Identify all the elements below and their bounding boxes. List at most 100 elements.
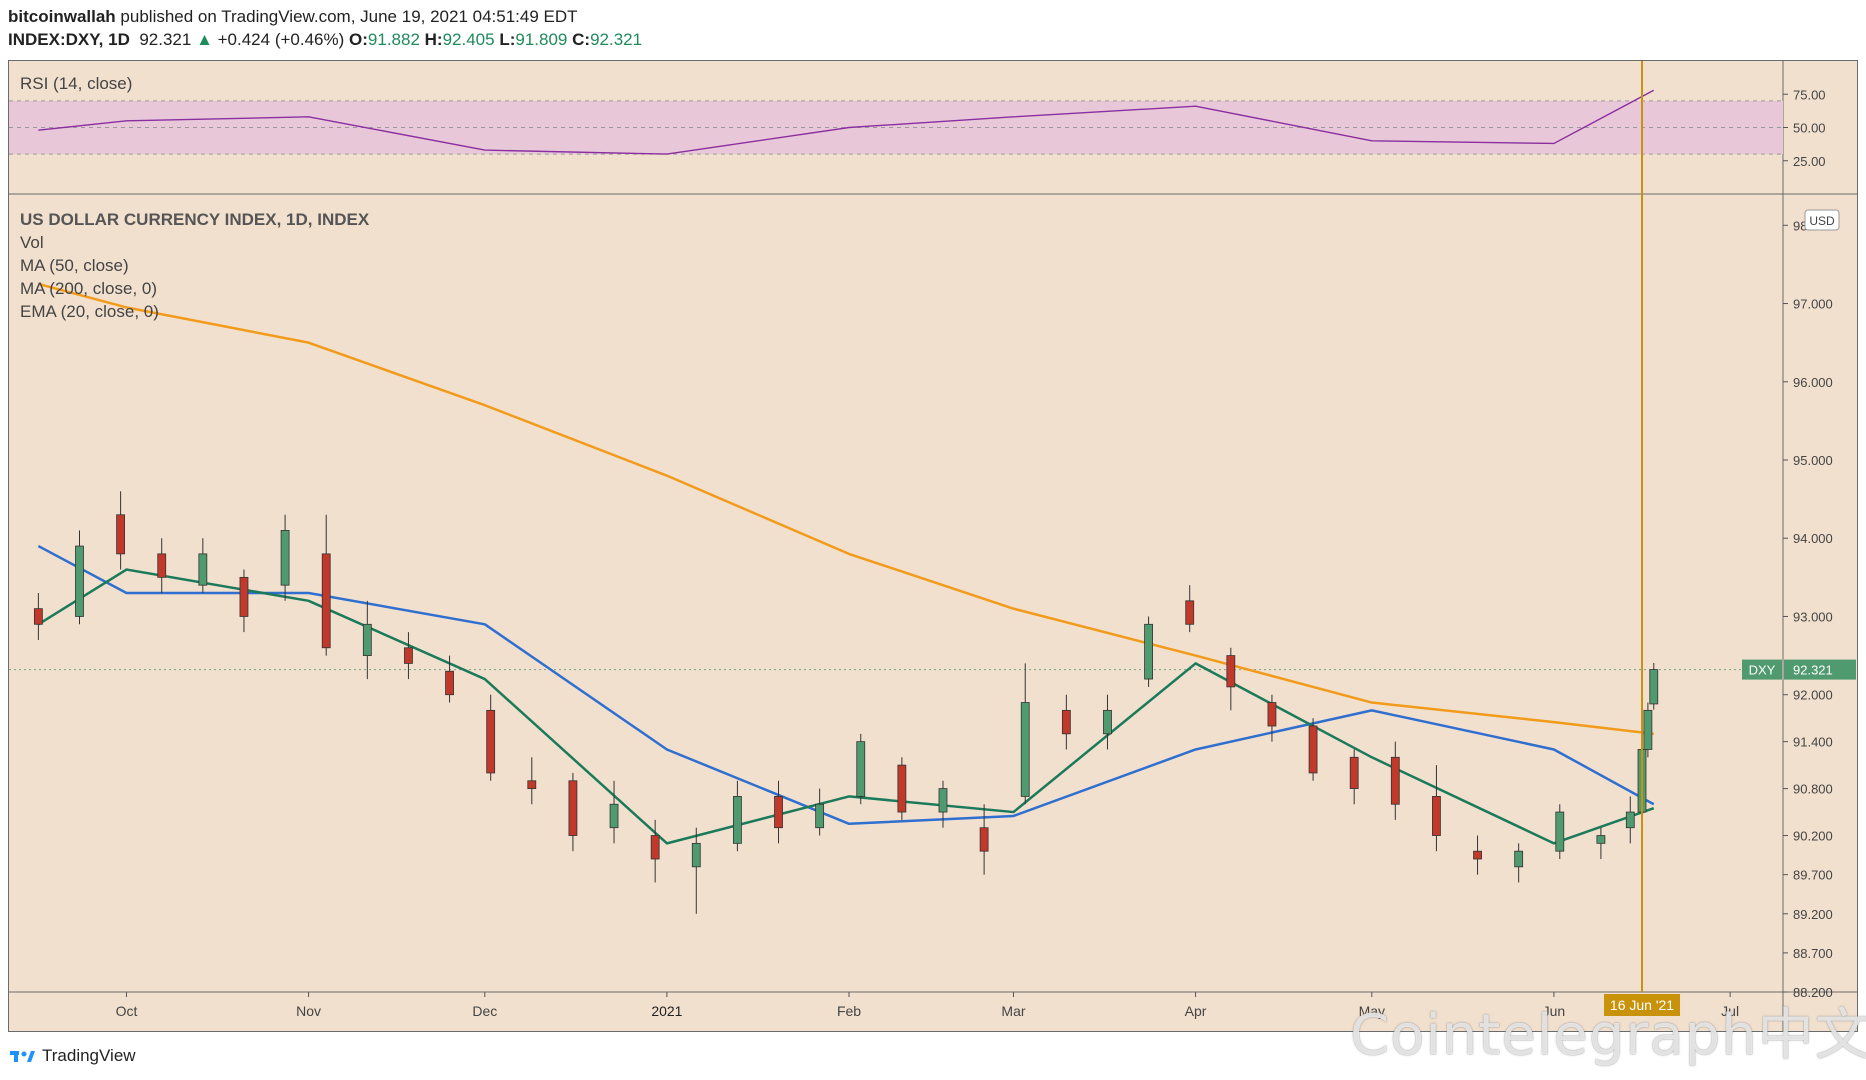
ohlc-close: 92.321	[590, 30, 643, 49]
ohlc-high: 92.405	[442, 30, 495, 49]
ma200-line	[38, 282, 1654, 736]
time-tick-label: Mar	[1001, 1003, 1025, 1019]
plot-background	[9, 61, 1783, 992]
candle-body	[609, 803, 619, 829]
candle-body	[404, 647, 413, 664]
candle-body	[362, 623, 372, 656]
candle-body	[979, 827, 989, 852]
symbol-label: INDEX:DXY, 1D	[8, 30, 130, 49]
candle-body	[198, 553, 208, 586]
legend-ema20: EMA (20, close, 0)	[20, 302, 159, 321]
candle-body	[1643, 709, 1653, 750]
price-tick-label: 96.000	[1793, 375, 1833, 390]
candle-body	[1061, 709, 1071, 735]
time-tick-label: Oct	[116, 1003, 138, 1019]
ohlc-low: 91.809	[515, 30, 568, 49]
candle-body	[1226, 655, 1236, 688]
ohlc-low-label: L:	[499, 30, 516, 49]
candle-body	[280, 530, 290, 586]
candle-body	[33, 608, 43, 625]
candle-body	[486, 709, 496, 774]
rsi-tick-label: 25.00	[1793, 154, 1826, 169]
candle-body	[1308, 725, 1318, 774]
price-tick-label: 88.200	[1793, 985, 1833, 1000]
tradingview-brand: TradingView	[42, 1046, 136, 1065]
time-tick-label: Jun	[1543, 1003, 1566, 1019]
time-tick-label: Jul	[1721, 1003, 1739, 1019]
candle-body	[568, 780, 578, 836]
ohlc-open: 91.882	[367, 30, 420, 49]
price-tag-symbol-bg	[1742, 659, 1782, 680]
ohlc-high-label: H:	[424, 30, 443, 49]
candle-body	[1473, 850, 1482, 860]
time-tick-label: Apr	[1185, 1003, 1207, 1019]
candle-body	[1185, 600, 1195, 625]
rsi-band	[9, 100, 1783, 155]
candle-body	[1103, 709, 1112, 735]
candle-body	[897, 764, 907, 813]
price-tick-label: 90.200	[1793, 829, 1833, 844]
price-tick-label: 92.000	[1793, 688, 1833, 703]
currency-badge	[1804, 209, 1840, 231]
tradingview-footer[interactable]: TradingView	[10, 1046, 136, 1066]
candle-body	[157, 553, 167, 578]
price-tick-label: 90.800	[1793, 782, 1833, 797]
candle-body	[938, 788, 948, 813]
candle-body	[75, 545, 84, 617]
legend-vol: Vol	[20, 233, 44, 252]
price-tag-symbol: DXY	[1749, 663, 1776, 678]
price-tick-label: 88.700	[1793, 946, 1833, 961]
crosshair-date-label: 16 Jun '21	[1610, 997, 1674, 1013]
time-tick-label: 2021	[651, 1003, 682, 1019]
rsi-legend: RSI (14, close)	[20, 74, 133, 93]
rsi-tick-label: 50.00	[1793, 121, 1826, 136]
candle-body	[815, 803, 825, 829]
price-tick-label: 89.200	[1793, 907, 1833, 922]
rsi-tick-label: 75.00	[1793, 87, 1826, 102]
candle-body	[650, 835, 660, 860]
candle-body	[1649, 669, 1659, 705]
candle-body	[1625, 811, 1635, 829]
ohlc-close-label: C:	[572, 30, 591, 49]
time-tick-label: Nov	[296, 1003, 321, 1019]
price-tag-value-bg	[1784, 659, 1856, 680]
currency-label: USD	[1809, 214, 1835, 228]
candle-body	[1390, 756, 1400, 805]
price-tick-label: 89.700	[1793, 868, 1833, 883]
watermark-text: Cointelegraph中文	[1350, 1003, 1866, 1068]
candle-body	[691, 842, 701, 868]
chart-publish-info: bitcoinwallah published on TradingView.c…	[8, 6, 578, 28]
candle-body	[1020, 702, 1030, 797]
last-price: 92.321	[139, 30, 192, 49]
symbol-info-bar: INDEX:DXY, 1D 92.321 ▲ +0.424 (+0.46%) O…	[8, 29, 642, 51]
candle-body	[1555, 811, 1565, 852]
candle-body	[445, 670, 454, 696]
time-axis-background	[9, 992, 1783, 1031]
price-tick-label: 97.000	[1793, 297, 1833, 312]
ohlc-open-label: O:	[349, 30, 368, 49]
time-tick-label: May	[1359, 1003, 1385, 1019]
change-up-icon: ▲	[196, 30, 213, 49]
legend-ma50: MA (50, close)	[20, 256, 129, 275]
candle-body	[732, 796, 742, 844]
price-tick-label: 93.000	[1793, 609, 1833, 624]
candle-body	[321, 553, 331, 649]
candle-body	[856, 741, 866, 797]
published-text: published on TradingView.com, June 19, 2…	[120, 7, 578, 26]
main-legend-title: US DOLLAR CURRENCY INDEX, 1D, INDEX	[20, 210, 370, 229]
candle-body	[1514, 850, 1524, 868]
candle-body	[1596, 835, 1606, 844]
legend-ma200: MA (200, close, 0)	[20, 279, 158, 298]
time-tick-label: Feb	[837, 1003, 861, 1019]
author-name: bitcoinwallah	[8, 7, 116, 26]
candle-body	[1349, 756, 1359, 789]
tradingview-logo-icon	[10, 1051, 35, 1062]
candle-body	[527, 780, 537, 789]
chart-frame	[8, 60, 1858, 1032]
rsi-line	[38, 89, 1655, 155]
candle-body	[1144, 623, 1153, 680]
price-tick-label: 95.000	[1793, 453, 1833, 468]
price-tick-label: 91.400	[1793, 735, 1833, 750]
candle-body	[1267, 702, 1277, 727]
